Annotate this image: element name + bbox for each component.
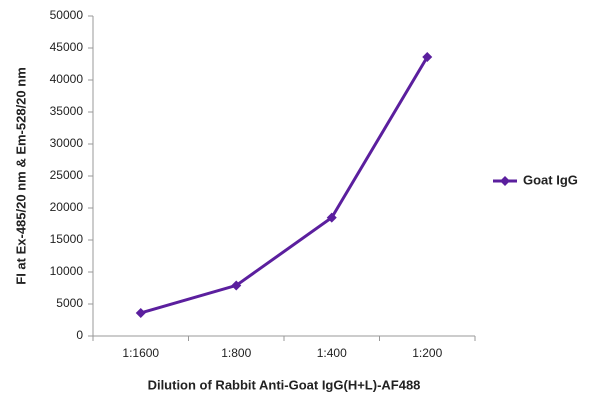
x-tick-label: 1:1600 — [122, 346, 159, 360]
y-tick-label: 25000 — [50, 168, 84, 182]
x-tick-label: 1:800 — [221, 346, 251, 360]
y-tick-label: 35000 — [50, 104, 84, 118]
y-tick-label: 15000 — [50, 232, 84, 246]
marker — [231, 280, 242, 291]
y-tick-label: 20000 — [50, 200, 84, 214]
marker — [422, 51, 433, 62]
series-line — [140, 56, 429, 315]
marker — [135, 307, 146, 318]
y-axis-title: FI at Ex-485/20 nm & Em-528/20 nm — [13, 67, 28, 284]
legend-label: Goat IgG — [523, 172, 578, 187]
legend-marker — [500, 176, 510, 186]
y-tick-label: 5000 — [56, 296, 83, 310]
y-tick-label: 10000 — [50, 264, 84, 278]
x-tick-label: 1:200 — [412, 346, 442, 360]
y-tick-label: 50000 — [50, 8, 84, 22]
y-tick-label: 40000 — [50, 72, 84, 86]
x-tick-label: 1:400 — [317, 346, 347, 360]
x-axis-title: Dilution of Rabbit Anti-Goat IgG(H+L)-AF… — [148, 377, 421, 392]
y-tick-label: 0 — [76, 328, 83, 342]
y-tick-label: 45000 — [50, 40, 84, 54]
y-tick-label: 30000 — [50, 136, 84, 150]
marker — [326, 212, 337, 223]
